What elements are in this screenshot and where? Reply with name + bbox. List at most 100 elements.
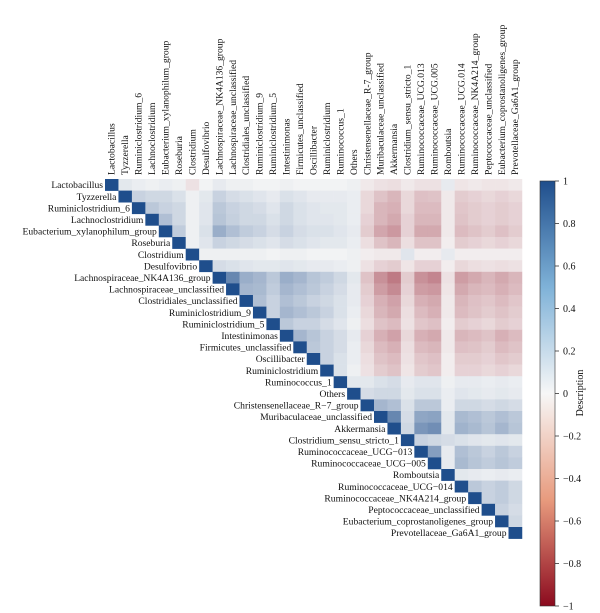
heatmap-cell (508, 434, 523, 447)
heatmap-cell (118, 190, 133, 203)
heatmap-cell (333, 376, 348, 389)
column-label: Ruminiclostridium (322, 102, 333, 175)
heatmap-cell (441, 353, 455, 365)
heatmap-cell (212, 237, 227, 249)
column-label: Lactobacillus (107, 123, 118, 175)
heatmap-cell (279, 248, 294, 261)
heatmap-cell (306, 179, 321, 191)
heatmap-cell (199, 213, 213, 226)
heatmap-cell (360, 364, 375, 377)
heatmap-cell (360, 190, 375, 203)
heatmap-cell (508, 237, 523, 249)
heatmap-cell (414, 271, 429, 284)
row-label: Eubacterium_coprostanoligenes_group (343, 517, 493, 528)
heatmap-cell (306, 318, 321, 331)
heatmap-cell (400, 341, 415, 354)
heatmap-cell (158, 202, 173, 215)
column-label: Roseburia (174, 135, 185, 175)
heatmap-cell (427, 237, 442, 249)
heatmap-cell (172, 202, 186, 215)
heatmap-cell (495, 248, 509, 261)
heatmap-cell (414, 237, 429, 249)
heatmap-cell (414, 306, 429, 319)
heatmap-cell (414, 434, 429, 447)
heatmap-cell (239, 237, 254, 249)
heatmap-cell (185, 225, 200, 238)
heatmap-cell (374, 248, 388, 261)
heatmap-cell (252, 248, 267, 261)
column-label: Lachnospiraceae_unclassified (228, 60, 239, 175)
column-label: Ruminiclostridium_6 (134, 93, 145, 175)
heatmap-cell (481, 341, 496, 354)
heatmap-cell (266, 283, 281, 296)
heatmap-cell (508, 329, 523, 342)
heatmap-cell (360, 341, 375, 354)
row-label: Ruminococcaceae_UCG−013 (298, 447, 413, 458)
heatmap-cell (333, 341, 348, 354)
row-label: Ruminiclostridium_9 (169, 308, 251, 319)
heatmap-cell (333, 318, 348, 331)
heatmap-cell (306, 213, 321, 226)
heatmap-cell (226, 237, 240, 249)
heatmap-cell (441, 295, 455, 307)
heatmap-cell (427, 318, 442, 331)
heatmap-cell (427, 353, 442, 365)
heatmap-cell (293, 213, 308, 226)
heatmap-cell (293, 260, 308, 273)
heatmap-cell (347, 202, 361, 215)
heatmap-cell (347, 271, 361, 284)
heatmap-cell (293, 225, 308, 238)
heatmap-cell (266, 202, 281, 215)
heatmap-cell (185, 190, 200, 203)
heatmap-cell (495, 422, 509, 435)
heatmap-cell (131, 202, 146, 215)
column-label: Ruminiclostridium_9 (255, 93, 266, 175)
heatmap-cell (212, 248, 227, 261)
heatmap-cell (199, 190, 213, 203)
heatmap-cell (374, 202, 388, 215)
colorbar-tick-label: −0.2 (563, 432, 581, 443)
row-label: Desulfovibrio (144, 261, 197, 272)
heatmap-cell (468, 376, 482, 389)
heatmap-cell (414, 318, 429, 331)
heatmap-cell (400, 213, 415, 226)
heatmap-cell (172, 190, 186, 203)
heatmap-cell (508, 318, 523, 331)
row-label: Lachnospiraceae_unclassified (109, 285, 224, 296)
heatmap-cell (333, 190, 348, 203)
heatmap-cell (481, 318, 496, 331)
heatmap-cell (414, 179, 429, 191)
heatmap-cell (495, 225, 509, 238)
heatmap-cell (266, 260, 281, 273)
heatmap-cell (360, 213, 375, 226)
heatmap-cell (266, 225, 281, 238)
colorbar-tick-label: 0 (563, 389, 568, 400)
column-label: Others (349, 149, 360, 175)
heatmap-cell (495, 329, 509, 342)
heatmap-cell (360, 399, 375, 412)
heatmap-cell (414, 202, 429, 215)
heatmap-cell (508, 399, 523, 412)
heatmap-cell (414, 213, 429, 226)
heatmap-cell (347, 387, 361, 400)
heatmap-cell (414, 248, 429, 261)
row-label: Oscillibacter (256, 354, 306, 365)
heatmap-cell (441, 434, 455, 447)
row-label: Ruminiclostridium_6 (48, 203, 130, 214)
heatmap-cell (454, 237, 469, 249)
heatmap-cell (481, 457, 496, 470)
heatmap-cell (495, 202, 509, 215)
row-label: Prevotellaceae_Ga6A1_group (391, 528, 507, 539)
heatmap-cell (374, 341, 388, 354)
heatmap-cell (481, 353, 496, 365)
colorbar-tick-label: 0.2 (563, 347, 576, 358)
heatmap-cell (333, 283, 348, 296)
heatmap-cell (212, 190, 227, 203)
heatmap-cell (454, 434, 469, 447)
heatmap-cell (239, 260, 254, 273)
heatmap-cell (468, 387, 482, 400)
heatmap-cell (374, 271, 388, 284)
heatmap-cell (239, 248, 254, 261)
row-label: Tyzzerella (77, 192, 118, 203)
